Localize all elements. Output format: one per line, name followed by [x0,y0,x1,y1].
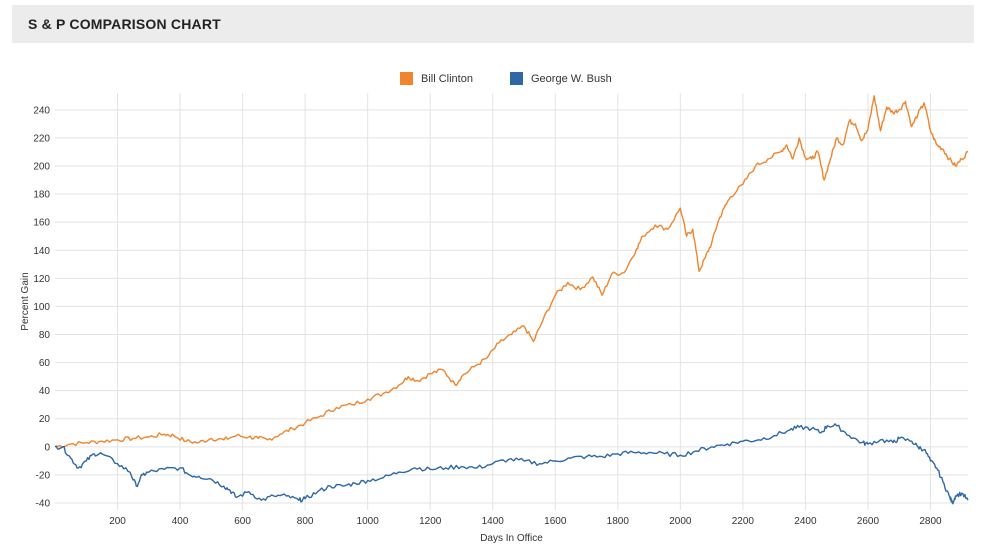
x-tick-label: 2200 [732,516,755,527]
y-tick-label: 20 [39,414,51,425]
legend-label-0: Bill Clinton [421,73,473,85]
y-tick-label: 120 [33,274,50,285]
x-tick-label: 600 [234,516,251,527]
x-tick-label: 1200 [419,516,442,527]
x-tick-label: 2000 [669,516,692,527]
x-axis-title: Days In Office [480,533,543,544]
y-tick-label: 40 [39,386,51,397]
x-tick-label: 1000 [357,516,380,527]
series-line-0 [54,95,969,448]
y-tick-label: 0 [44,442,50,453]
y-tick-label: 200 [33,162,50,173]
y-tick-label: 240 [33,105,50,116]
y-tick-label: -20 [36,470,51,481]
x-tick-label: 1400 [482,516,505,527]
y-tick-label: -40 [36,498,51,509]
x-tick-label: 1800 [607,516,630,527]
y-axis-title: Percent Gain [20,272,31,330]
legend-swatch-0 [400,72,413,85]
axes: -40 -20 0 20 40 60 80 100 120 140 160 180 200 220 240 2… [20,105,942,544]
y-tick-label: 60 [39,358,51,369]
y-tick-label: 220 [33,133,50,144]
legend-label-1: George W. Bush [531,73,612,85]
x-tick-label: 2800 [919,516,942,527]
x-tick-label: 400 [172,516,189,527]
y-tick-label: 100 [33,302,50,313]
x-tick-label: 1600 [544,516,567,527]
x-tick-label: 200 [109,516,126,527]
y-tick-label: 80 [39,330,51,341]
y-tick-label: 180 [33,190,50,201]
x-tick-label: 2400 [794,516,817,527]
series [54,95,969,505]
x-tick-label: 800 [297,516,314,527]
x-tick-label: 2600 [857,516,880,527]
header-bar: S & P COMPARISON CHART [12,5,974,43]
series-line-1 [54,423,969,505]
y-tick-label: 140 [33,246,50,257]
legend: Bill Clinton George W. Bush [400,72,612,85]
y-tick-label: 160 [33,218,50,229]
page-title: S & P COMPARISON CHART [28,16,221,32]
legend-swatch-1 [510,72,523,85]
